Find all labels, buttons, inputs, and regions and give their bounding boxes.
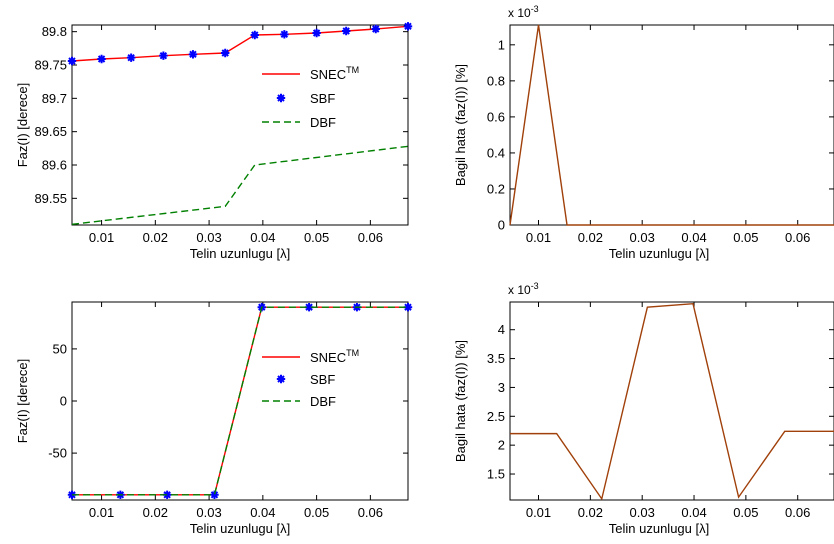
- y-tick-label: 0.2: [487, 181, 505, 196]
- data-point-sbf: [221, 48, 230, 58]
- data-point-sbf: [403, 22, 413, 31]
- y-tick-label: 89.55: [34, 191, 67, 206]
- x-axis-label: Telin uzunlugu [λ]: [190, 246, 290, 261]
- data-point-sbf: [403, 303, 413, 312]
- data-point-sbf: [341, 26, 351, 36]
- data-point-sbf: [159, 51, 168, 60]
- y-axis-label: Bagil hata (faz(I)) [%]: [453, 340, 468, 462]
- y-tick-label: 1.5: [487, 467, 505, 482]
- x-tick-label: 0.05: [733, 230, 758, 245]
- data-point-sbf: [97, 54, 106, 64]
- y-tick-label: 0.4: [487, 145, 505, 160]
- legend-label-sup: TM: [346, 65, 359, 75]
- legend-label-sup: TM: [346, 348, 359, 358]
- y-axis-label: Faz(I) [derece]: [15, 359, 30, 444]
- y-tick-label: 2: [498, 438, 505, 453]
- x-tick-label: 0.02: [578, 505, 603, 520]
- y-tick-label: 89.75: [34, 58, 67, 73]
- chart-panel-4: 0.01 0.02 0.03 0.04 0.05 0.06 1.5 2 2.5 3 3.5 4 Teli…: [453, 281, 834, 536]
- legend-marker-sbf: [276, 374, 286, 384]
- y-tick-label: 4: [498, 322, 505, 337]
- x-tick-label: 0.06: [785, 230, 810, 245]
- data-point-sbf: [126, 53, 136, 62]
- axis-exponent-label: x 10-3: [508, 4, 539, 20]
- axis-exponent-label: x 10-3: [508, 281, 539, 297]
- plot-frame: [509, 301, 834, 501]
- legend-label-dbf: DBF: [310, 115, 336, 130]
- x-tick-label: 0.04: [681, 505, 706, 520]
- x-tick-label: 0.03: [630, 505, 655, 520]
- data-point-sbf: [210, 490, 219, 499]
- x-tick-label: 0.01: [89, 230, 114, 245]
- x-tick-label: 0.03: [196, 505, 221, 520]
- x-tick-label: 0.04: [250, 505, 275, 520]
- data-point-sbf: [371, 24, 380, 34]
- data-point-sbf: [67, 56, 77, 66]
- y-tick-label: 3.5: [487, 351, 505, 366]
- legend-marker-sbf: [276, 93, 286, 103]
- x-tick-label: 0.04: [681, 230, 706, 245]
- axis-exponent-sup: -3: [531, 281, 539, 291]
- legend-label-sbf: SBF: [310, 91, 335, 106]
- plot-frame: [71, 24, 409, 226]
- chart-panel-3: 0.01 0.02 0.03 0.04 0.05 0.06 -50 0 50 Telin uzun…: [15, 301, 413, 536]
- y-tick-label: 0.8: [487, 73, 505, 88]
- y-tick-label: 89.7: [42, 91, 67, 106]
- x-tick-label: 0.01: [526, 505, 551, 520]
- x-tick-label: 0.02: [578, 230, 603, 245]
- x-tick-label: 0.05: [304, 505, 329, 520]
- y-tick-label: 89.65: [34, 124, 67, 139]
- x-tick-label: 0.02: [143, 230, 168, 245]
- y-tick-label: 3: [498, 380, 505, 395]
- y-tick-label: 1: [498, 37, 505, 52]
- data-point-sbf: [188, 50, 198, 59]
- x-axis-label: Telin uzunlugu [λ]: [609, 246, 709, 261]
- x-tick-label: 0.05: [733, 505, 758, 520]
- chart-panel-1: 0.01 0.02 0.03 0.04 0.05 0.06 89.55 89.6 89.65 89…: [15, 22, 413, 261]
- x-tick-label: 0.01: [526, 230, 551, 245]
- x-tick-label: 0.06: [358, 505, 383, 520]
- x-tick-label: 0.06: [358, 230, 383, 245]
- data-point-sbf: [312, 28, 321, 38]
- y-tick-label: 0.6: [487, 109, 505, 124]
- legend-label-sbf: SBF: [310, 372, 335, 387]
- y-tick-label: 0: [60, 394, 67, 409]
- y-tick-label: 89.8: [42, 24, 67, 39]
- x-tick-label: 0.02: [143, 505, 168, 520]
- y-tick-label: 2.5: [487, 409, 505, 424]
- y-tick-label: 89.6: [42, 158, 67, 173]
- x-tick-label: 0.04: [250, 230, 275, 245]
- series-line-snec: [71, 25, 409, 62]
- axis-exponent-sup: -3: [531, 4, 539, 14]
- y-axis-label: Bagil hata (faz(I)) [%]: [453, 64, 468, 186]
- chart-panel-2: 0.01 0.02 0.03 0.04 0.05 0.06 0 0.2 0.4 0.6 0.8 1 Te…: [453, 4, 834, 261]
- y-tick-label: 50: [53, 341, 67, 356]
- data-point-sbf: [162, 490, 172, 499]
- data-point-sbf: [280, 30, 289, 39]
- series-line-err: [510, 302, 834, 501]
- plot-frame: [71, 301, 409, 501]
- x-tick-label: 0.01: [89, 505, 114, 520]
- x-tick-label: 0.03: [630, 230, 655, 245]
- x-tick-label: 0.06: [785, 505, 810, 520]
- x-tick-label: 0.05: [304, 230, 329, 245]
- data-point-sbf: [304, 303, 314, 312]
- y-tick-label: -50: [48, 446, 67, 461]
- series-line-dbf: [72, 306, 408, 496]
- y-tick-label: 0: [498, 218, 505, 233]
- data-point-sbf: [250, 30, 259, 40]
- x-axis-label: Telin uzunlugu [λ]: [190, 521, 290, 536]
- series-line-dbf: [71, 145, 409, 226]
- y-axis-label: Faz(I) [derece]: [15, 83, 30, 168]
- series-line-err: [509, 24, 834, 226]
- plot-frame: [509, 24, 834, 226]
- x-tick-label: 0.03: [196, 230, 221, 245]
- x-axis-label: Telin uzunlugu [λ]: [609, 521, 709, 536]
- legend-label-dbf: DBF: [310, 394, 336, 409]
